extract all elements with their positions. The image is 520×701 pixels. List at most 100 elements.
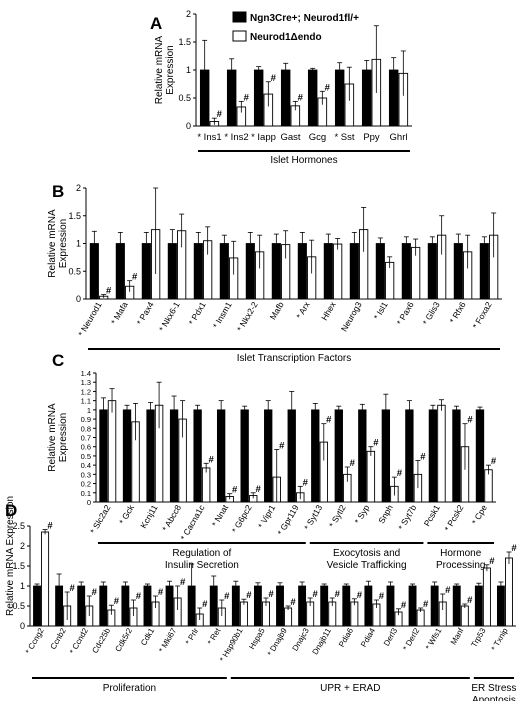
significance-mark: #: [491, 456, 497, 467]
bar-control: [object SVGGElement]: [405, 409, 414, 503]
bar-control: [object SVGGElement]: [342, 585, 351, 627]
y-tick-label: 0.6: [81, 443, 91, 452]
significance-mark: #: [401, 600, 407, 611]
x-tick-label: * Neurod1: [76, 300, 104, 338]
y-tick-label: 0.2: [81, 480, 91, 489]
group-label-line2: Apoptosis: [472, 695, 516, 701]
x-tick-label: * Mafa: [109, 300, 130, 327]
x-tick-label: Snph: [376, 503, 395, 525]
x-tick-label: * Vipr1: [256, 503, 277, 530]
y-tick-label: 1.2: [81, 387, 91, 396]
x-tick-label: Ppy: [363, 132, 380, 143]
x-tick-label: * Ccng2: [24, 626, 46, 656]
x-tick-label: Ghrl: [390, 132, 408, 143]
bar-control: [object SVGGElement]: [240, 409, 249, 503]
bar-control: [object SVGGElement]: [169, 409, 179, 503]
bar-control: [object SVGGElement]: [264, 409, 273, 503]
significance-mark: #: [268, 589, 274, 600]
y-tick-label: 0.5: [178, 93, 191, 103]
y-tick-label: 1: [20, 581, 25, 591]
x-tick-label: * Nkx2-2: [235, 300, 260, 333]
x-tick-label: * Ins2: [224, 132, 248, 143]
bar-knockout: [object SVGGElement]: [107, 400, 117, 503]
group-label: Exocytosis and: [333, 548, 400, 559]
group-label: Hormone: [440, 548, 482, 559]
y-tick-label: 1: [76, 239, 81, 249]
bar-knockout: [object SVGGElement]: [484, 469, 493, 503]
bar-control: [object SVGGElement]: [199, 69, 210, 127]
x-tick-label: Cdc25b: [90, 626, 112, 655]
y-tick-label: 1: [87, 406, 91, 415]
x-tick-label: * Pax4: [135, 300, 156, 327]
y-tick-label: 0: [186, 121, 191, 131]
significance-mark: #: [244, 92, 250, 103]
significance-mark: #: [420, 452, 426, 463]
significance-mark: #: [92, 587, 98, 598]
x-tick-label: * Mki67: [157, 626, 178, 654]
y-axis-label: Relative mRNAExpression: [47, 403, 69, 472]
bar-control: [object SVGGElement]: [219, 243, 229, 300]
significance-mark: #: [232, 485, 238, 496]
bar-control: [object SVGGElement]: [307, 69, 318, 127]
significance-mark: #: [511, 543, 517, 554]
bar-control: [object SVGGElement]: [428, 409, 438, 503]
group-label: Islet Transcription Factors: [237, 353, 351, 364]
bar-control: [object SVGGElement]: [479, 243, 489, 300]
bar-control: [object SVGGElement]: [475, 409, 485, 503]
x-tick-label: * Iapp: [251, 132, 276, 143]
legend-label-knockout: Neurod1Δendo: [250, 32, 322, 43]
group-label-line2: Processing: [436, 560, 485, 571]
bar-knockout: [object SVGGElement]: [366, 450, 376, 503]
bar-control: [object SVGGElement]: [453, 243, 463, 300]
bar-control: [object SVGGElement]: [77, 585, 86, 627]
significance-mark: #: [202, 599, 208, 610]
bar-control: [object SVGGElement]: [122, 409, 132, 503]
significance-mark: #: [136, 591, 142, 602]
bar-control: [object SVGGElement]: [427, 243, 437, 300]
significance-mark: #: [106, 286, 112, 297]
bar-control: [object SVGGElement]: [33, 585, 41, 627]
x-tick-label: Kcnj11: [138, 503, 159, 530]
bar-control: [object SVGGElement]: [276, 585, 284, 627]
y-tick-label: 1.4: [81, 369, 91, 378]
y-tick-label: 0.4: [81, 461, 91, 470]
y-axis-label: Relative mRNA Expression: [5, 496, 16, 616]
x-tick-label: Neurog3: [339, 300, 364, 333]
significance-mark: #: [180, 577, 186, 588]
x-tick-label: Dnajc3: [291, 626, 312, 653]
bar-control: [object SVGGElement]: [121, 585, 130, 627]
x-tick-label: Pcsk1: [422, 503, 442, 528]
significance-mark: #: [489, 556, 495, 567]
significance-mark: #: [271, 73, 277, 84]
x-tick-label: * Wfs1: [424, 626, 444, 651]
x-tick-label: * Foxa2: [470, 300, 493, 331]
bar-knockout: [object SVGGElement]: [416, 609, 425, 627]
significance-mark: #: [326, 415, 332, 426]
x-tick-label: Cdk1: [139, 626, 156, 647]
significance-mark: #: [224, 591, 230, 602]
significance-mark: #: [335, 589, 341, 600]
bar-knockout: [object SVGGElement]: [201, 467, 211, 503]
x-tick-label: Ccnb2: [49, 626, 69, 651]
significance-mark: #: [350, 458, 356, 469]
bar-control: [object SVGGElement]: [401, 243, 411, 300]
bar-knockout: [object SVGGElement]: [41, 531, 50, 627]
y-tick-label: 0.5: [12, 601, 25, 611]
significance-mark: #: [290, 597, 296, 608]
significance-mark: #: [397, 468, 403, 479]
bar-control: [object SVGGElement]: [193, 409, 202, 503]
bar-control: [object SVGGElement]: [245, 243, 255, 300]
bar-control: [object SVGGElement]: [298, 585, 307, 627]
group-label-line2: Vesicle Trafficking: [327, 560, 407, 571]
bar-control: [object SVGGElement]: [320, 585, 329, 627]
x-tick-label: * Syp: [352, 503, 371, 526]
bar-control: [object SVGGElement]: [226, 69, 237, 127]
bar-knockout: [object SVGGElement]: [482, 567, 491, 627]
panel-letter: A: [150, 14, 162, 33]
y-tick-label: 0: [87, 498, 91, 507]
x-tick-label: * Ins1: [197, 132, 221, 143]
panel-letter: C: [52, 351, 64, 370]
y-tick-label: 1.3: [81, 378, 91, 387]
